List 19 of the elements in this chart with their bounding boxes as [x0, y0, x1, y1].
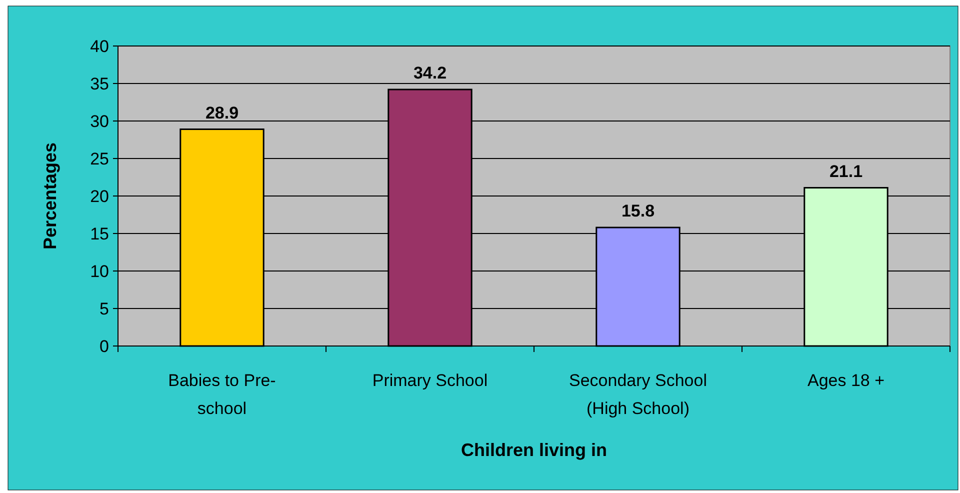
data-label: 28.9: [205, 103, 239, 122]
y-tick-label: 30: [90, 112, 109, 131]
x-tick-label: Secondary School (High School): [569, 371, 707, 418]
y-axis-title: Percentages: [40, 142, 60, 250]
y-tick-label: 25: [90, 149, 109, 168]
x-tick-label: Babies to Pre-school: [168, 371, 276, 418]
data-label: 15.8: [621, 202, 655, 220]
x-tick-label: Primary School: [372, 371, 488, 390]
y-tick-label: 35: [90, 74, 109, 94]
data-label: 21.1: [829, 162, 863, 181]
x-axis-title: Children living in: [460, 440, 608, 460]
y-tick-label: 15: [90, 224, 109, 244]
data-label: 34.2: [413, 64, 447, 82]
y-tick-label: 5: [100, 299, 109, 318]
x-tick-label: Ages 18 +: [807, 371, 885, 390]
y-tick-label: 40: [90, 36, 109, 56]
y-tick-label: 10: [90, 262, 109, 281]
y-tick-label: 20: [90, 186, 109, 206]
y-tick-label: 0: [100, 336, 109, 356]
